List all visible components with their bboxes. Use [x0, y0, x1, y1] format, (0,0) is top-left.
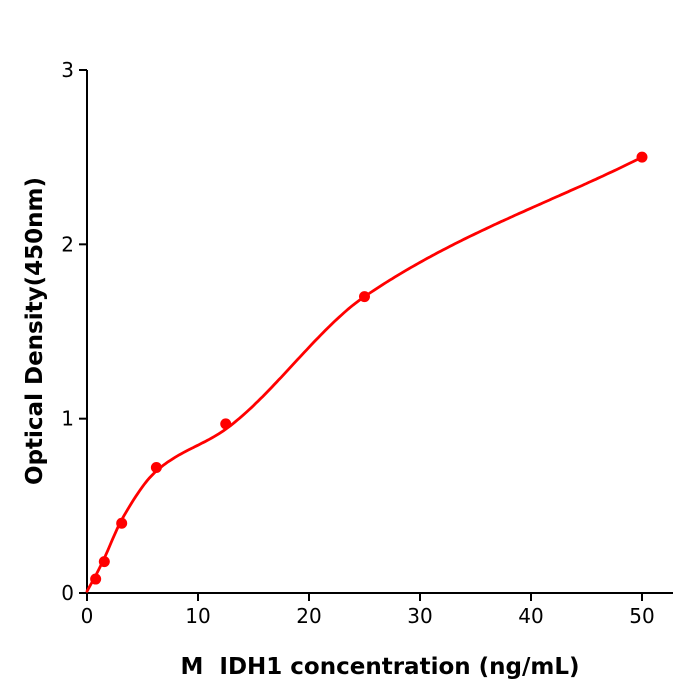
y-tick-label: 1: [61, 407, 74, 431]
x-tick-label: 20: [296, 604, 321, 628]
x-tick-label: 50: [629, 604, 654, 628]
y-tick-label: 3: [61, 58, 74, 82]
fit-curve: [85, 155, 644, 593]
data-point: [636, 151, 648, 163]
data-point: [220, 418, 232, 430]
y-tick-label: 0: [61, 581, 74, 605]
y-tick-label: 2: [61, 232, 74, 256]
x-tick-label: 40: [518, 604, 543, 628]
y-axis-title: Optical Density(450nm): [22, 177, 48, 485]
data-point: [116, 517, 128, 529]
data-point: [359, 291, 370, 303]
x-tick-label: 0: [81, 604, 94, 628]
axis-spines: [86, 70, 673, 594]
data-point: [98, 556, 110, 568]
x-axis-title: M IDH1 concentration (ng/mL): [180, 654, 579, 680]
x-tick-label: 30: [407, 604, 432, 628]
plot-area: 0 10 20 30 40 50 0 1 2 3: [61, 58, 673, 628]
data-point: [150, 461, 162, 473]
data-point: [90, 573, 102, 585]
x-tick-label: 10: [185, 604, 210, 628]
